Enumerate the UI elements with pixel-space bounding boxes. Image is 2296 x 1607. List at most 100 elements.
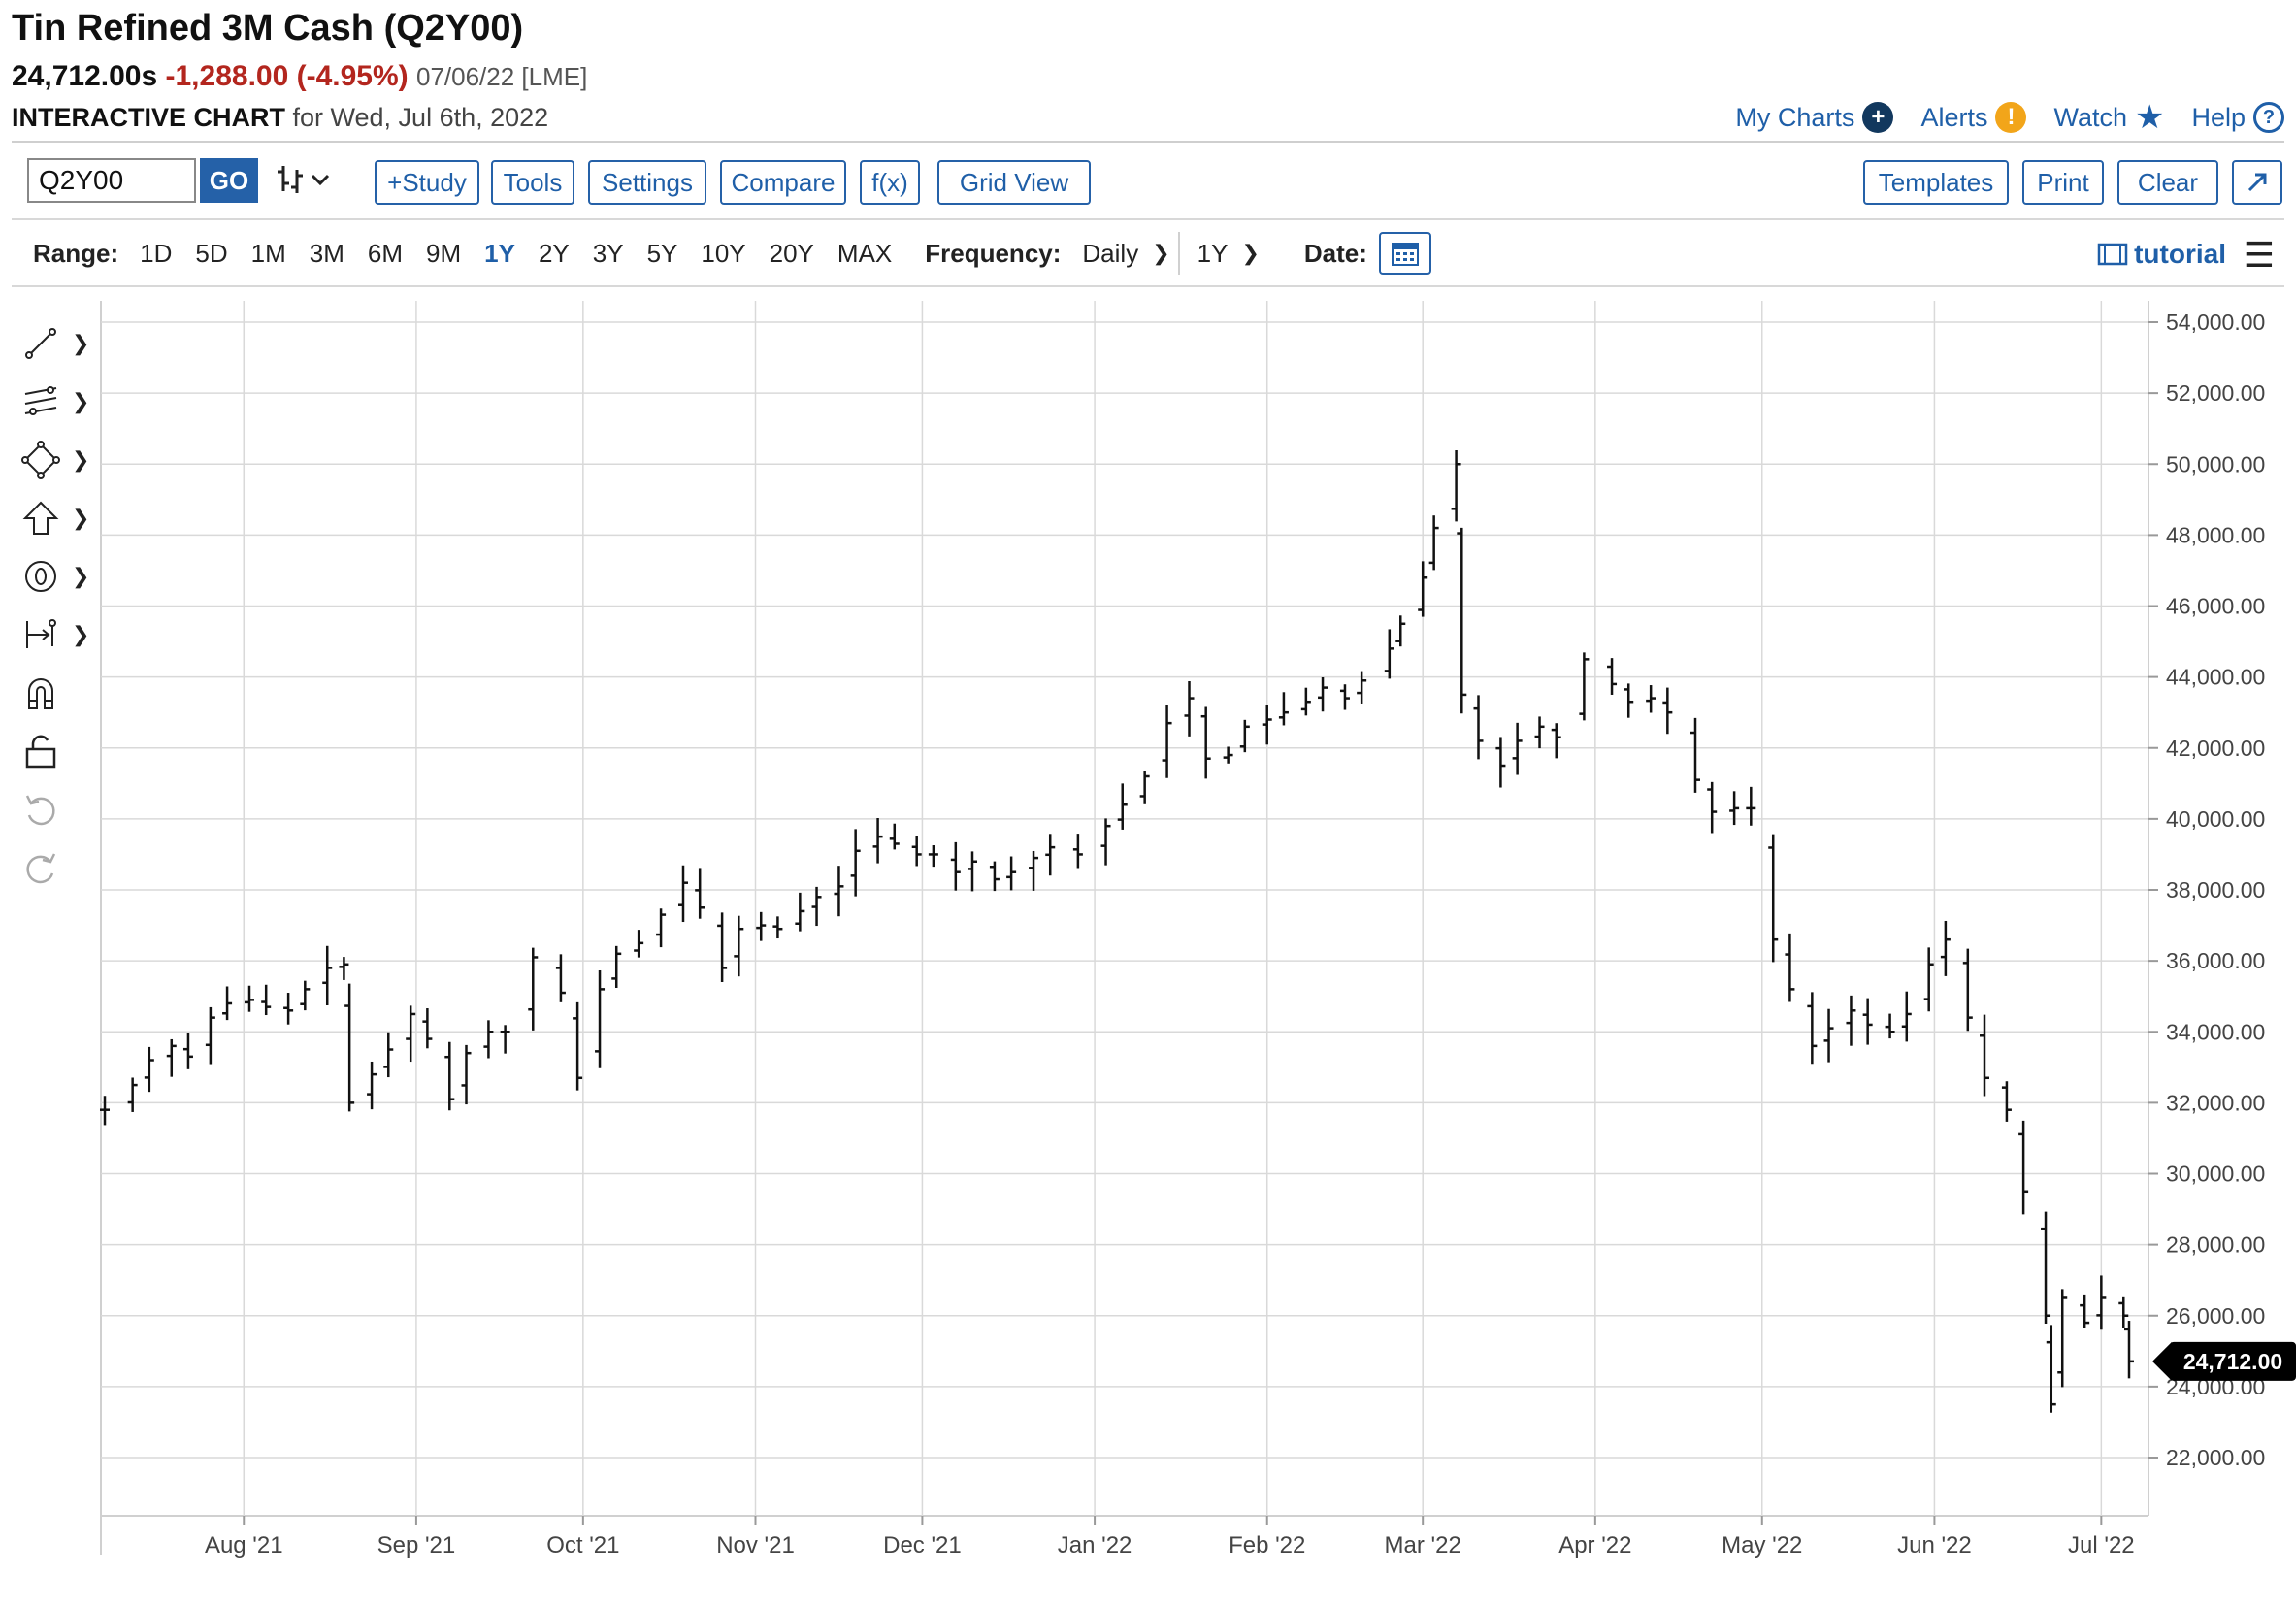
ohlc-bar	[1457, 527, 1467, 714]
watch-link[interactable]: Watch ★	[2053, 101, 2164, 134]
arrow-tool[interactable]: ❯	[21, 499, 89, 538]
ohlc-bar	[182, 1033, 193, 1069]
trend-line-tool[interactable]: ❯	[21, 324, 89, 363]
x-tick-label: Apr '22	[1558, 1532, 1631, 1558]
ohlc-bar	[928, 845, 938, 868]
ohlc-bar	[422, 1008, 433, 1049]
ohlc-bar	[322, 945, 333, 1006]
ohlc-bar	[1901, 991, 1912, 1042]
range-option-3y[interactable]: 3Y	[592, 238, 624, 268]
settings-button[interactable]: Settings	[588, 160, 706, 205]
expand-icon	[2247, 173, 2267, 192]
ohlc-bar	[1100, 818, 1111, 866]
price-chart[interactable]: 54,000.00 52,000.00 50,000.00 48,000.00 46,0…	[0, 291, 2296, 1591]
ohlc-bar	[656, 908, 667, 948]
tools-button[interactable]: Tools	[491, 160, 574, 205]
ohlc-bar	[528, 947, 539, 1031]
my-charts-link[interactable]: My Charts +	[1735, 101, 1894, 134]
x-tick-label: Oct '21	[546, 1532, 619, 1558]
fib-tool-icon	[24, 386, 57, 415]
period-value: 1Y	[1197, 238, 1229, 268]
fibonacci-tool[interactable]: ❯	[21, 382, 89, 421]
ohlc-bar	[634, 930, 644, 958]
bar-type-selector[interactable]	[276, 162, 336, 204]
annotation-tool[interactable]: ❯	[21, 557, 89, 596]
alert-icon: !	[1995, 102, 2027, 133]
x-tick-label: Mar '22	[1385, 1532, 1461, 1558]
magnet-tool[interactable]	[21, 673, 89, 712]
ohlc-bar	[1473, 695, 1484, 760]
range-option-1m[interactable]: 1M	[250, 238, 286, 268]
top-links: My Charts + Alerts! Watch ★ Help?	[1735, 101, 2284, 134]
undo-icon	[25, 795, 55, 826]
price-change: -1,288.00 (-4.95%)	[165, 60, 409, 92]
ohlc-bar	[555, 954, 566, 1002]
templates-button[interactable]: Templates	[1863, 160, 2009, 205]
my-charts-label: My Charts	[1735, 102, 1855, 132]
ohlc-bar	[850, 829, 861, 897]
range-option-1y[interactable]: 1Y	[484, 238, 515, 268]
range-option-5y[interactable]: 5Y	[646, 238, 678, 268]
ohlc-bar	[811, 886, 822, 927]
range-option-1d[interactable]: 1D	[140, 238, 173, 268]
lock-tool[interactable]	[21, 732, 89, 771]
ohlc-bar	[756, 911, 767, 941]
frequency-value: Daily	[1082, 238, 1139, 268]
date-picker-button[interactable]	[1378, 232, 1431, 275]
grid-view-button[interactable]: Grid View	[937, 160, 1091, 205]
ohlc-bar	[406, 1005, 416, 1063]
compare-button[interactable]: Compare	[720, 160, 846, 205]
menu-icon[interactable]: ☰	[2243, 235, 2275, 275]
range-option-9m[interactable]: 9M	[426, 238, 462, 268]
y-tick-label: 32,000.00	[2166, 1090, 2265, 1115]
ohlc-bar	[1200, 706, 1211, 779]
ohlc-bar	[1940, 920, 1951, 976]
quote-line: 24,712.00s -1,288.00 (-4.95%) 07/06/22 […	[12, 60, 587, 93]
y-tick-label: 52,000.00	[2166, 380, 2265, 406]
function-button[interactable]: f(x)	[860, 160, 920, 205]
go-button[interactable]: GO	[200, 158, 258, 203]
ohlc-bar	[1823, 1008, 1834, 1063]
redo-icon	[26, 853, 56, 884]
range-option-20y[interactable]: 20Y	[769, 238, 814, 268]
star-icon: ★	[2134, 99, 2165, 136]
tutorial-link[interactable]: tutorial	[2097, 239, 2226, 270]
print-button[interactable]: Print	[2022, 160, 2104, 205]
range-option-5d[interactable]: 5D	[195, 238, 228, 268]
range-option-10y[interactable]: 10Y	[701, 238, 746, 268]
measure-tool[interactable]: ❯	[21, 615, 89, 654]
range-option-6m[interactable]: 6M	[367, 238, 403, 268]
plus-circle-icon: +	[1862, 102, 1894, 133]
ohlc-bar	[222, 986, 233, 1021]
alerts-link[interactable]: Alerts!	[1920, 101, 2027, 134]
study-button[interactable]: +Study	[375, 160, 479, 205]
ohlc-bar	[2057, 1289, 2068, 1388]
clear-button[interactable]: Clear	[2117, 160, 2218, 205]
ohlc-bar	[283, 993, 294, 1025]
chart-date-label: for Wed, Jul 6th, 2022	[292, 103, 549, 132]
ohlc-bar	[1223, 746, 1233, 764]
ohlc-bar	[2041, 1211, 2051, 1325]
ohlc-bar	[834, 866, 844, 917]
ohlc-bar	[2080, 1294, 2090, 1328]
range-option-2y[interactable]: 2Y	[538, 238, 570, 268]
ohlc-bar	[1239, 719, 1250, 753]
symbol-input[interactable]	[27, 158, 196, 203]
ohlc-bar	[1117, 783, 1128, 830]
range-option-3m[interactable]: 3M	[309, 238, 344, 268]
x-tick-label: Dec '21	[883, 1532, 962, 1558]
period-select[interactable]: 1Y ❯	[1197, 239, 1260, 269]
last-price-box	[2170, 1341, 2296, 1381]
ohlc-bar	[1395, 615, 1406, 647]
ohlc-bar	[1551, 723, 1561, 759]
help-link[interactable]: Help?	[2191, 101, 2284, 134]
x-tick-label: Aug '21	[205, 1532, 283, 1558]
shape-tool[interactable]: ❯	[21, 441, 89, 479]
y-tick-label: 36,000.00	[2166, 948, 2265, 973]
expand-button[interactable]	[2232, 160, 2282, 205]
range-option-max[interactable]: MAX	[836, 238, 893, 268]
undo-button[interactable]	[21, 790, 89, 829]
ohlc-bar	[205, 1006, 215, 1065]
redo-button[interactable]	[21, 848, 89, 887]
frequency-select[interactable]: Daily ❯	[1082, 239, 1169, 269]
